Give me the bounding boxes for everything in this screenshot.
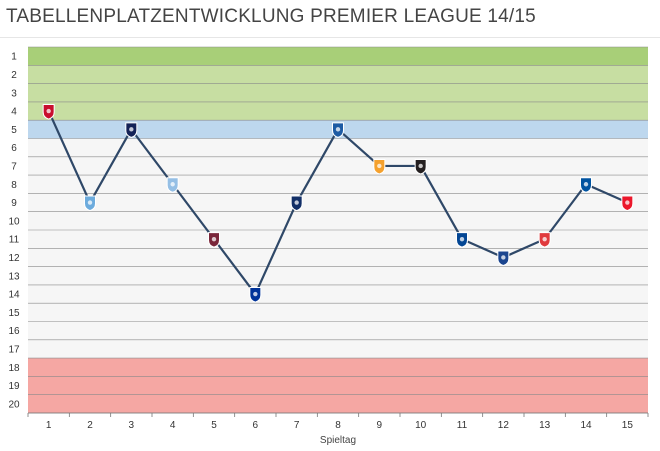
everton-crest-icon <box>249 287 262 303</box>
x-tick-label: 9 <box>377 420 383 431</box>
y-tick-label: 10 <box>8 216 20 227</box>
x-axis-title: Spieltag <box>320 435 356 446</box>
y-tick-label: 17 <box>8 344 20 355</box>
y-tick-label: 6 <box>11 143 17 154</box>
hull-crest-icon <box>373 158 386 175</box>
zone-band <box>28 65 648 121</box>
x-tick-label: 3 <box>129 420 135 431</box>
chart-title: TABELLENPLATZENTWICKLUNG PREMIER LEAGUE … <box>6 6 536 27</box>
y-tick-label: 5 <box>11 125 17 136</box>
aston-villa-crest-icon <box>166 177 179 193</box>
qpr-crest-icon <box>332 122 344 138</box>
y-tick-label: 4 <box>11 107 17 118</box>
southampton-crest-icon <box>42 104 55 120</box>
newcastle-crest-icon <box>414 158 427 175</box>
x-tick-label: 2 <box>87 420 93 431</box>
y-tick-label: 18 <box>8 363 20 374</box>
x-tick-label: 7 <box>294 420 300 431</box>
x-tick-label: 11 <box>457 420 468 431</box>
zone-band <box>28 47 648 66</box>
x-tick-label: 10 <box>415 420 427 431</box>
west-ham-crest-icon <box>208 232 220 248</box>
x-tick-label: 5 <box>211 420 217 431</box>
stoke-crest-icon <box>538 232 551 248</box>
y-tick-label: 14 <box>8 290 20 301</box>
y-tick-label: 16 <box>8 326 20 337</box>
x-tick-label: 8 <box>335 420 341 431</box>
y-tick-label: 11 <box>9 235 20 246</box>
y-tick-label: 12 <box>8 253 20 264</box>
sunderland-crest-icon <box>621 195 634 212</box>
x-tick-label: 1 <box>46 420 52 431</box>
zone-band <box>28 358 648 413</box>
y-tick-label: 1 <box>11 52 17 63</box>
y-tick-label: 9 <box>11 198 17 209</box>
x-tick-label: 15 <box>622 420 634 431</box>
y-tick-label: 2 <box>11 70 17 81</box>
y-tick-label: 3 <box>11 88 17 99</box>
manchester-city-crest-icon <box>84 195 96 212</box>
tottenham-crest-icon <box>125 122 138 138</box>
x-tick-label: 6 <box>253 420 259 431</box>
west-brom-crest-icon <box>290 195 303 212</box>
y-tick-label: 15 <box>8 308 20 319</box>
crystal-palace-crest-icon <box>497 250 510 266</box>
x-tick-label: 4 <box>170 420 176 431</box>
y-tick-label: 19 <box>8 381 20 392</box>
y-tick-label: 13 <box>8 271 20 282</box>
title-divider <box>0 37 660 38</box>
x-tick-label: 14 <box>580 420 592 431</box>
x-tick-label: 13 <box>539 420 551 431</box>
leicester-crest-icon <box>580 177 592 193</box>
chelsea-crest-icon <box>456 232 468 248</box>
y-tick-label: 20 <box>8 399 20 410</box>
y-tick-label: 7 <box>11 161 17 172</box>
x-tick-label: 12 <box>498 420 510 431</box>
y-tick-label: 8 <box>11 180 17 191</box>
